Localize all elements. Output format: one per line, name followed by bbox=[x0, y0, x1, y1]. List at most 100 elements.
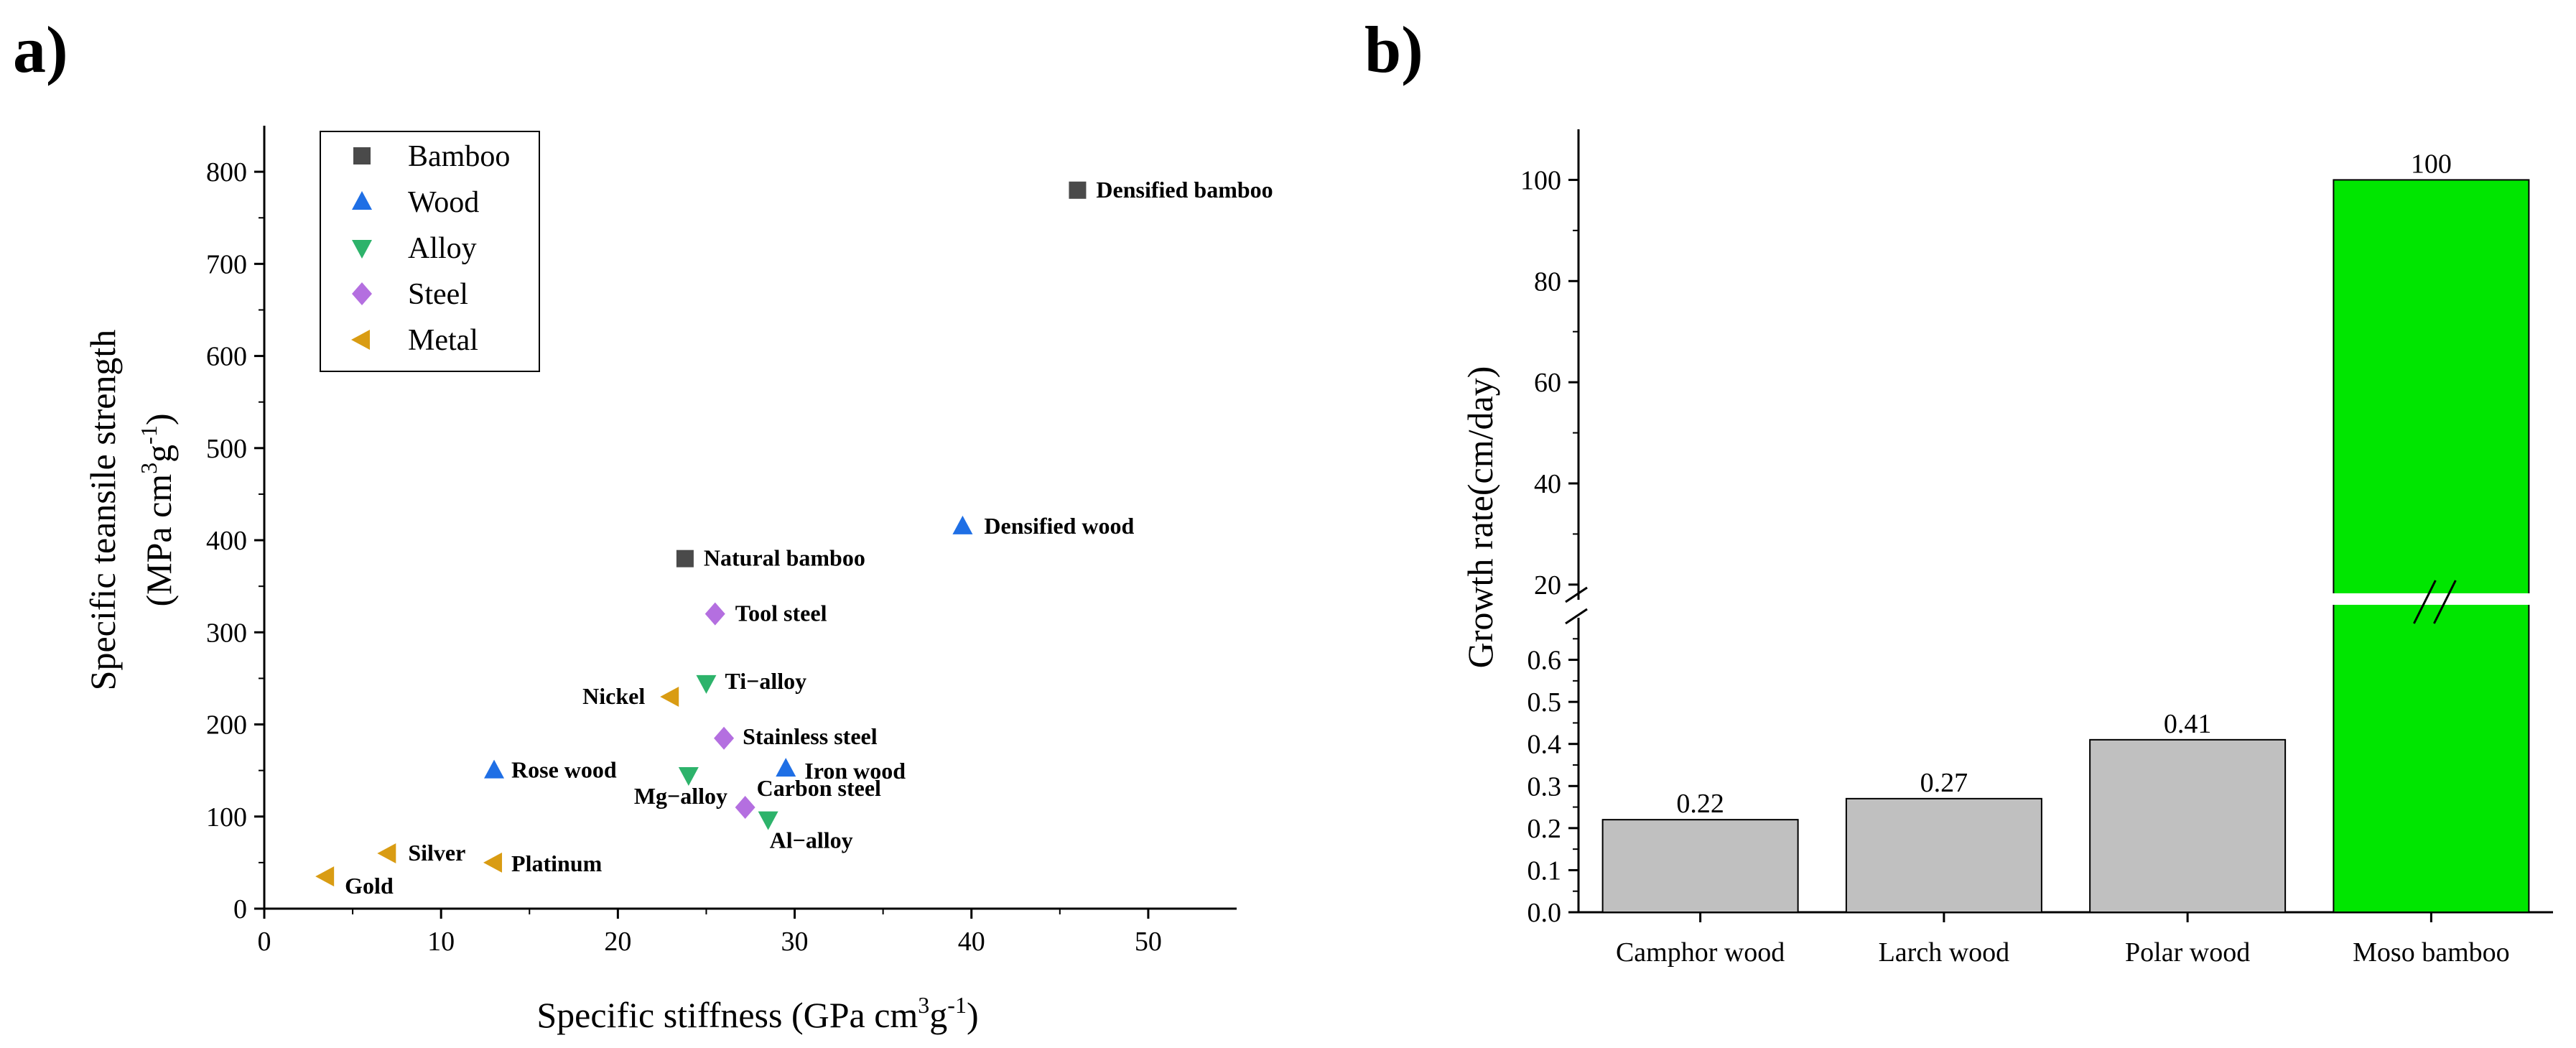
y-tick-label: 800 bbox=[206, 157, 247, 187]
bar-value-label-moso-bamboo: 100 bbox=[2411, 149, 2452, 179]
point-iron-wood bbox=[776, 758, 796, 777]
y-tick-label: 0.3 bbox=[1528, 771, 1562, 802]
legend-entry-steel: Steel bbox=[408, 278, 468, 311]
point-mg-alloy bbox=[678, 767, 699, 787]
y-tick-label: 20 bbox=[1534, 570, 1561, 600]
point-label-densified-bamboo: Densified bamboo bbox=[1096, 177, 1273, 203]
legend-marker-alloy bbox=[352, 240, 372, 259]
point-label-iron-wood: Iron wood bbox=[804, 758, 906, 784]
y-tick-label: 300 bbox=[206, 618, 247, 648]
bar-moso-bamboo bbox=[2333, 179, 2530, 913]
y-tick-label: 60 bbox=[1534, 368, 1561, 398]
point-label-carbon-steel: Carbon steel bbox=[757, 775, 881, 801]
legend-marker-metal bbox=[351, 330, 370, 350]
bar-break-mark bbox=[2433, 580, 2457, 624]
x-tick-label-camphor-wood: Camphor wood bbox=[1616, 937, 1785, 968]
point-gold bbox=[315, 866, 335, 887]
point-ti-alloy bbox=[696, 674, 717, 694]
point-silver bbox=[377, 843, 396, 864]
x-tick-label: 10 bbox=[427, 927, 455, 957]
scatter-y-axis-title-line2: (MPa cm3g-1) bbox=[136, 413, 179, 606]
point-label-ti-alloy: Ti−alloy bbox=[725, 668, 806, 694]
y-tick-label: 400 bbox=[206, 526, 247, 556]
x-tick-label: 50 bbox=[1135, 927, 1162, 957]
bar-larch-wood bbox=[1845, 797, 2042, 914]
scatter-legend: Bamboo Wood Alloy Steel Metal bbox=[320, 131, 540, 372]
legend-entry-bamboo: Bamboo bbox=[408, 140, 510, 173]
y-tick-label: 0 bbox=[233, 894, 247, 924]
point-label-rose-wood: Rose wood bbox=[511, 757, 617, 783]
y-tick-label: 0.4 bbox=[1528, 730, 1562, 760]
bar-camphor-wood bbox=[1601, 819, 1799, 913]
y-tick-label: 600 bbox=[206, 342, 247, 372]
y-tick-label: 100 bbox=[1520, 165, 1561, 195]
point-al-alloy bbox=[758, 811, 778, 830]
y-tick-label: 100 bbox=[206, 802, 247, 833]
y-tick-label: 40 bbox=[1534, 469, 1561, 499]
scatter-y-axis-title-line1: Specific teansile strength bbox=[83, 330, 123, 691]
point-carbon-steel bbox=[735, 795, 755, 819]
point-label-platinum: Platinum bbox=[511, 850, 603, 876]
bar-polar-wood bbox=[2089, 738, 2287, 914]
bar-value-label-camphor-wood: 0.22 bbox=[1676, 789, 1724, 819]
point-densified-bamboo bbox=[1069, 181, 1087, 199]
y-tick-label: 0.5 bbox=[1528, 687, 1562, 718]
scatter-axes bbox=[263, 126, 1237, 910]
point-label-silver: Silver bbox=[408, 840, 465, 866]
legend-marker-wood bbox=[352, 191, 372, 210]
bar-break-mark bbox=[2413, 580, 2437, 624]
panel-b-label: b) bbox=[1364, 13, 1423, 86]
y-tick-label: 0.2 bbox=[1528, 814, 1562, 844]
point-nickel bbox=[660, 687, 679, 708]
x-tick-label: 30 bbox=[781, 927, 809, 957]
x-tick-label-larch-wood: Larch wood bbox=[1879, 937, 2010, 968]
bar-ticks: 0.0 0.1 0.2 0.3 0.4 0.5 0.6 20 40 60 80 100 Camphor … bbox=[1520, 165, 2510, 968]
axis-break-mark bbox=[1565, 608, 1588, 625]
legend-marker-bamboo bbox=[353, 147, 371, 164]
x-tick-label: 0 bbox=[258, 927, 271, 957]
legend-box bbox=[320, 131, 540, 372]
point-densified-wood bbox=[952, 515, 973, 534]
axis-break-mark bbox=[1565, 586, 1588, 603]
x-tick-label-polar-wood: Polar wood bbox=[2125, 937, 2250, 968]
y-tick-label: 500 bbox=[206, 434, 247, 464]
point-label-al-alloy: Al−alloy bbox=[770, 827, 853, 853]
y-tick-label: 0.0 bbox=[1528, 898, 1562, 928]
point-tool-steel bbox=[705, 602, 725, 626]
y-tick-label: 0.1 bbox=[1528, 855, 1562, 886]
x-tick-label-moso-bamboo: Moso bamboo bbox=[2353, 937, 2510, 968]
bar-break-gap bbox=[2332, 593, 2531, 605]
point-platinum bbox=[483, 852, 503, 873]
point-natural-bamboo bbox=[676, 549, 694, 567]
point-label-densified-wood: Densified wood bbox=[984, 513, 1134, 539]
bar-value-label-larch-wood: 0.27 bbox=[1920, 768, 1968, 798]
y-tick-label: 0.6 bbox=[1528, 646, 1562, 676]
point-label-nickel: Nickel bbox=[582, 683, 645, 709]
legend-entry-wood: Wood bbox=[408, 186, 479, 219]
point-label-mg-alloy: Mg−alloy bbox=[634, 783, 727, 809]
bar-y-axis-title: Growth rate(cm/day) bbox=[1460, 366, 1500, 669]
x-tick-label: 20 bbox=[604, 927, 631, 957]
bar-value-label-polar-wood: 0.41 bbox=[2164, 709, 2212, 739]
scatter-x-axis-title: Specific stiffness (GPa cm3g-1) bbox=[536, 992, 978, 1035]
point-label-stainless-steel: Stainless steel bbox=[743, 723, 878, 749]
panel-a-label: a) bbox=[13, 13, 68, 86]
y-tick-label: 80 bbox=[1534, 266, 1561, 297]
bar-chart: 0.22 0.27 0.41 100 0.0 0.1 0.2 0.3 0.4 0.5 0.6 20 4… bbox=[1460, 129, 2553, 968]
point-stainless-steel bbox=[714, 726, 735, 750]
scatter-points: Densified bamboo Natural bamboo Densified … bbox=[315, 177, 1273, 899]
point-rose-wood bbox=[484, 759, 505, 779]
y-tick-label: 200 bbox=[206, 710, 247, 741]
legend-entry-metal: Metal bbox=[408, 324, 478, 357]
point-label-gold: Gold bbox=[345, 873, 394, 899]
x-tick-label: 40 bbox=[958, 927, 985, 957]
point-label-tool-steel: Tool steel bbox=[735, 600, 827, 626]
point-label-natural-bamboo: Natural bamboo bbox=[704, 545, 865, 571]
y-tick-label: 700 bbox=[206, 249, 247, 279]
legend-marker-steel bbox=[352, 282, 372, 305]
legend-entry-alloy: Alloy bbox=[408, 232, 477, 265]
bar-bars: 0.22 0.27 0.41 100 bbox=[1601, 149, 2531, 914]
